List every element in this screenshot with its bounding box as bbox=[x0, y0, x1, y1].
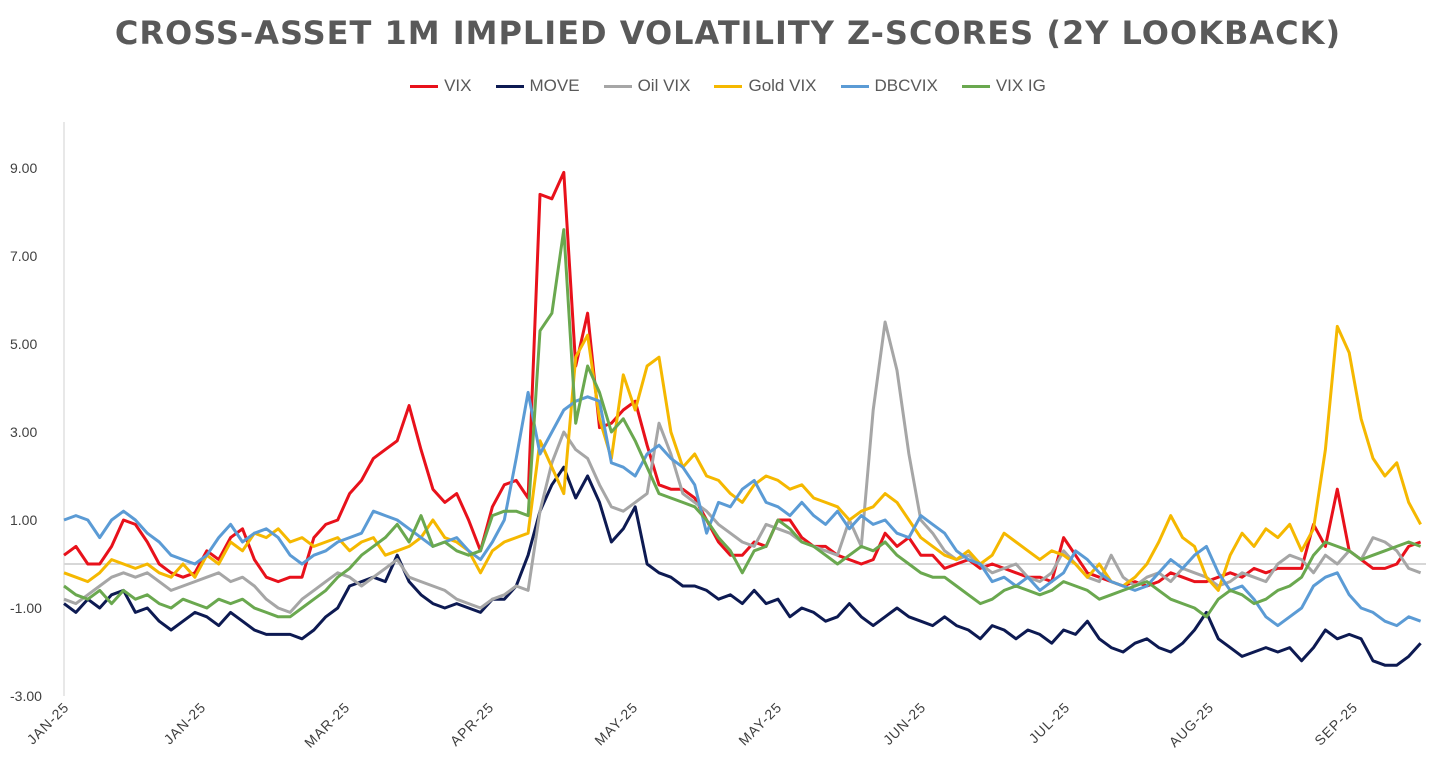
x-tick-label: MAR-25 bbox=[301, 699, 353, 751]
y-tick-label: 1.00 bbox=[10, 512, 37, 528]
legend-label: Oil VIX bbox=[637, 76, 691, 95]
x-tick-label: MAY-25 bbox=[735, 699, 785, 749]
legend-item: DBCVIX bbox=[840, 76, 938, 96]
legend-label: DBCVIX bbox=[874, 76, 938, 95]
legend-label: VIX IG bbox=[995, 76, 1046, 95]
y-tick-label: 7.00 bbox=[10, 248, 37, 264]
legend-swatch bbox=[495, 84, 524, 88]
legend-item: VIX bbox=[410, 76, 472, 96]
legend-swatch bbox=[961, 84, 990, 88]
x-tick-label: MAY-25 bbox=[591, 699, 641, 749]
series-line-vix-ig bbox=[63, 228, 1422, 619]
x-tick-label: JUN-25 bbox=[880, 699, 929, 748]
legend-item: MOVE bbox=[495, 76, 580, 96]
legend-swatch bbox=[840, 84, 869, 88]
y-tick-label: -1.00 bbox=[10, 600, 42, 616]
legend-swatch bbox=[714, 84, 743, 88]
x-tick-label: JAN-25 bbox=[24, 699, 73, 748]
y-tick-label: 5.00 bbox=[10, 336, 37, 352]
series-line-dbcvix bbox=[63, 390, 1422, 628]
legend: VIX MOVE Oil VIX Gold VIX DBCVIX VIX IG bbox=[0, 76, 1456, 96]
legend-item: Gold VIX bbox=[714, 76, 817, 96]
series-line-gold-vix bbox=[63, 324, 1422, 592]
x-tick-label: SEP-25 bbox=[1311, 699, 1361, 749]
series-line-move bbox=[63, 465, 1422, 667]
series-line-vix bbox=[63, 170, 1422, 588]
x-tick-label: JUL-25 bbox=[1025, 699, 1072, 746]
y-tick-label: -3.00 bbox=[10, 688, 42, 704]
legend-label: MOVE bbox=[529, 76, 580, 95]
legend-label: VIX bbox=[444, 76, 472, 95]
y-tick-label: 3.00 bbox=[10, 424, 37, 440]
legend-label: Gold VIX bbox=[748, 76, 817, 95]
chart-title: CROSS-ASSET 1M IMPLIED VOLATILITY Z-SCOR… bbox=[114, 14, 1342, 52]
x-tick-label: AUG-25 bbox=[1166, 699, 1217, 750]
y-tick-label: 9.00 bbox=[10, 160, 37, 176]
legend-swatch bbox=[603, 84, 632, 88]
legend-item: Oil VIX bbox=[603, 76, 691, 96]
x-tick-label: APR-25 bbox=[447, 699, 497, 749]
series-line-oil-vix bbox=[63, 320, 1422, 614]
legend-swatch bbox=[410, 84, 439, 88]
legend-item: VIX IG bbox=[961, 76, 1046, 96]
x-tick-label: JAN-25 bbox=[160, 699, 209, 748]
